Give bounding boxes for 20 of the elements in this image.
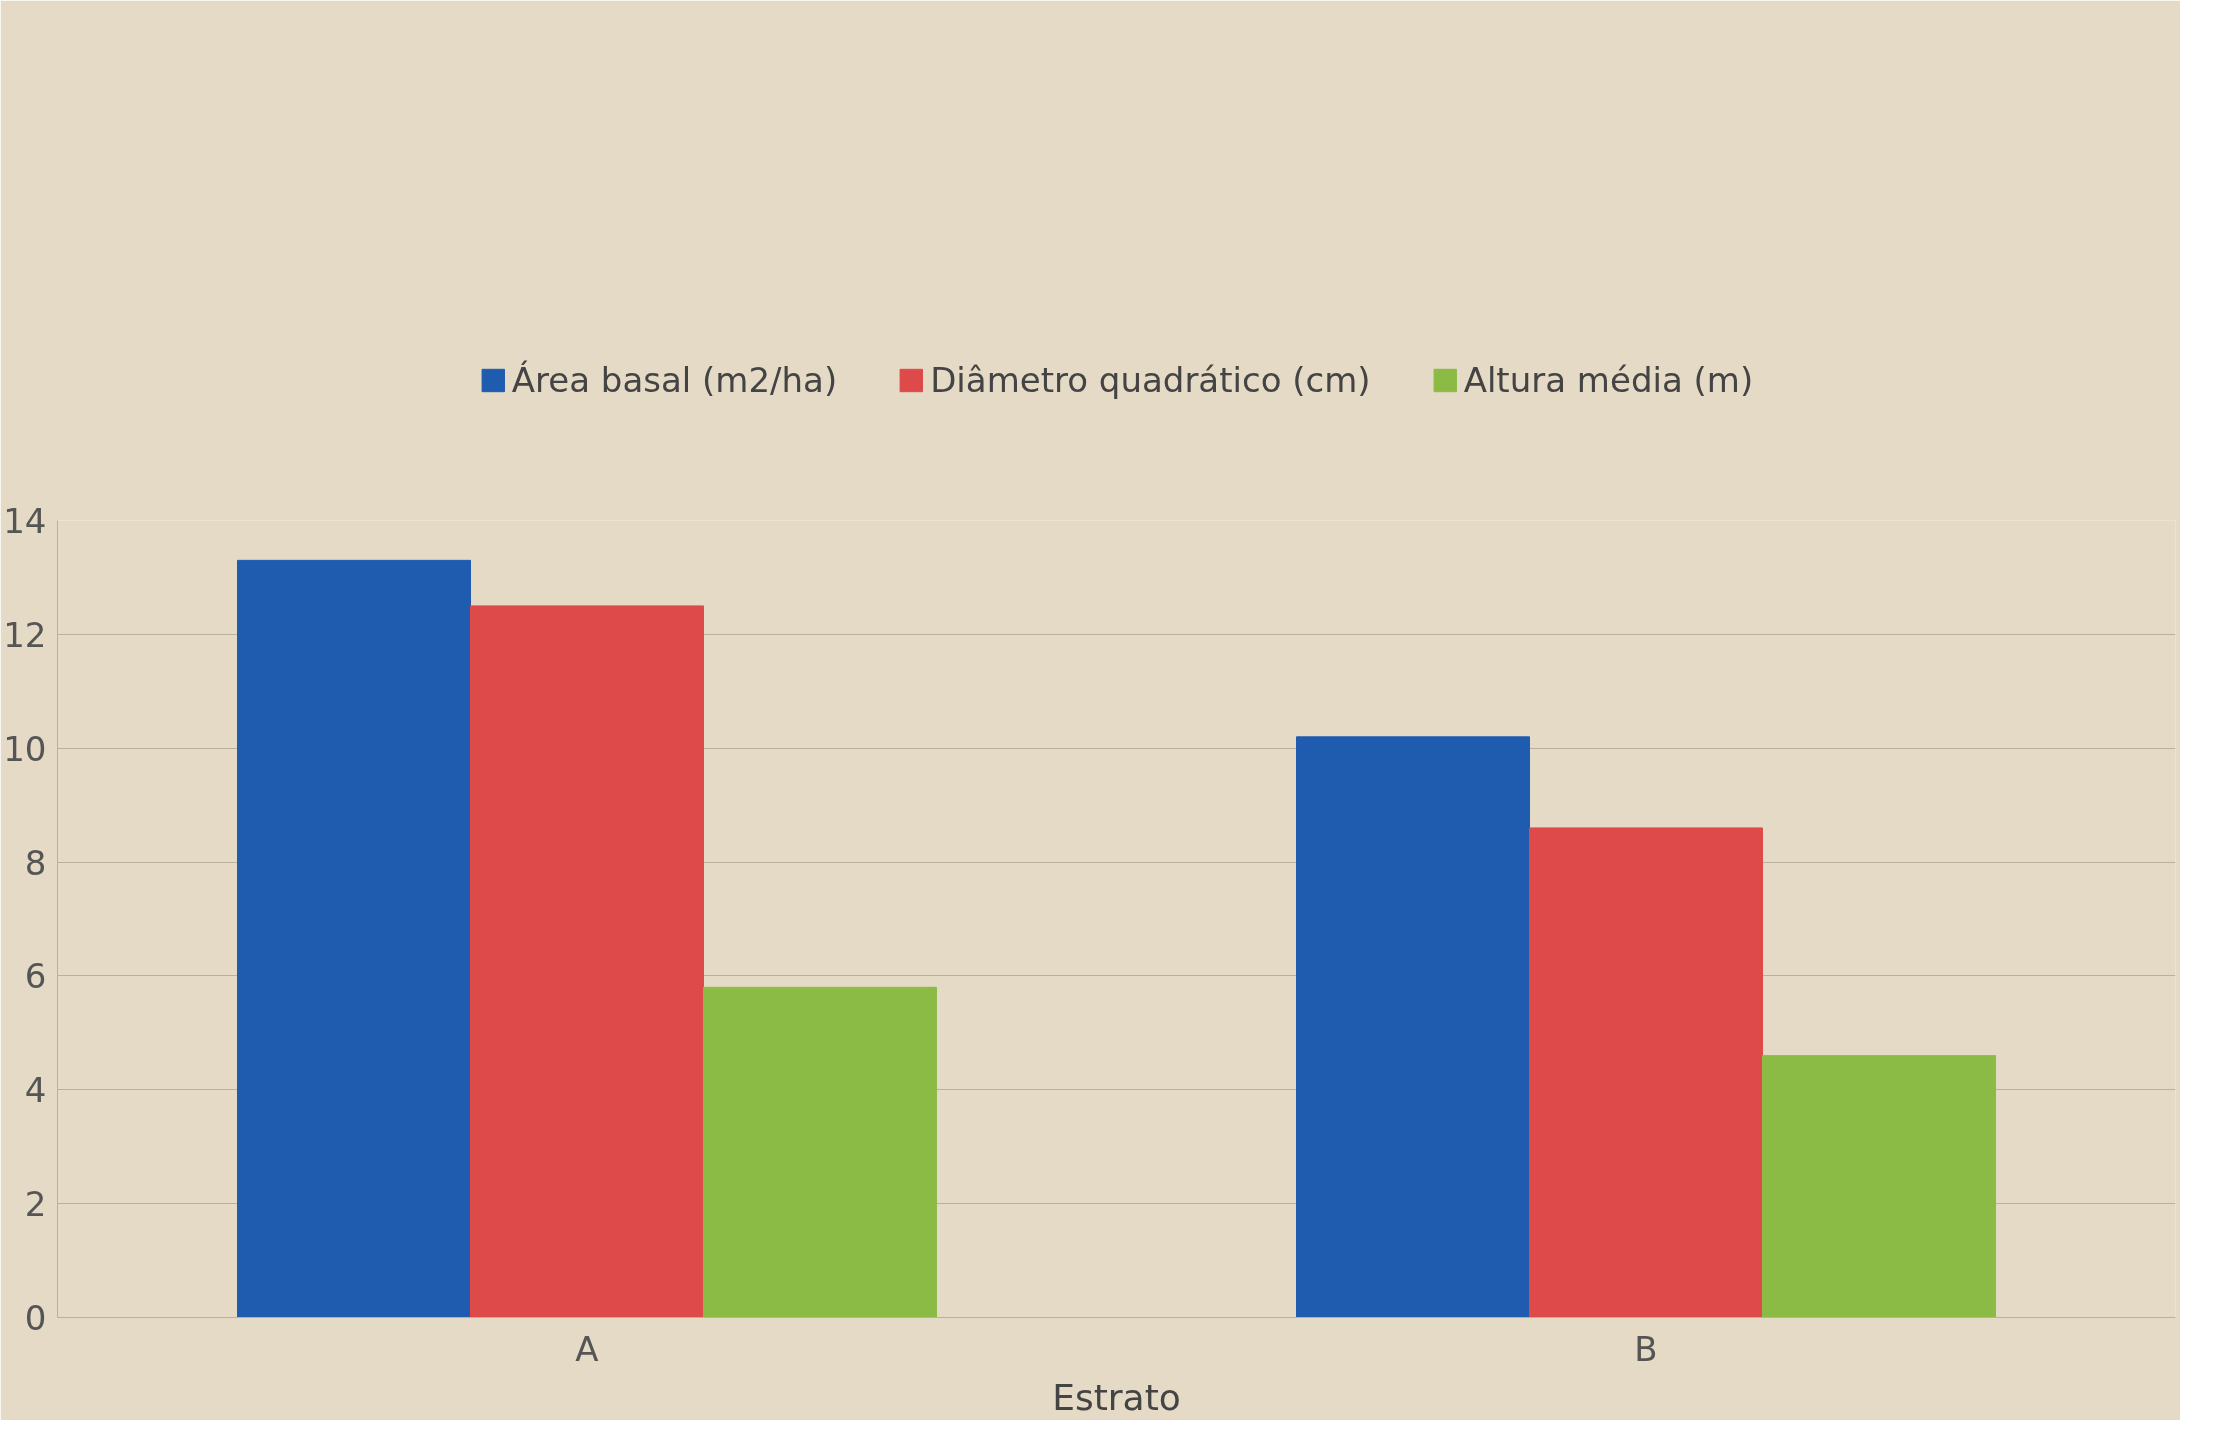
legend-label: Diâmetro quadrático (cm) — [930, 360, 1371, 400]
y-tick-label: 4 — [24, 1070, 47, 1111]
y-tick-label: 2 — [24, 1184, 47, 1225]
bar — [1529, 827, 1763, 1318]
x-axis-title: Estrato — [1052, 1376, 1181, 1418]
legend-label: Altura média (m) — [1463, 360, 1754, 400]
bar — [237, 559, 472, 1318]
bar — [470, 605, 704, 1318]
y-tick-label: 14 — [3, 501, 47, 541]
x-tick-label: A — [575, 1328, 599, 1369]
x-tick-label: B — [1634, 1328, 1658, 1369]
y-tick-label: 6 — [24, 956, 47, 997]
y-tick-label: 0 — [24, 1298, 47, 1338]
y-tick-label: 8 — [24, 842, 47, 883]
bar — [1761, 1055, 1996, 1318]
bar — [1296, 736, 1531, 1318]
y-tick-label: 10 — [3, 728, 47, 769]
legend-label: Área basal (m2/ha) — [511, 360, 838, 400]
y-tick-label: 12 — [3, 614, 47, 655]
bar — [702, 986, 937, 1318]
